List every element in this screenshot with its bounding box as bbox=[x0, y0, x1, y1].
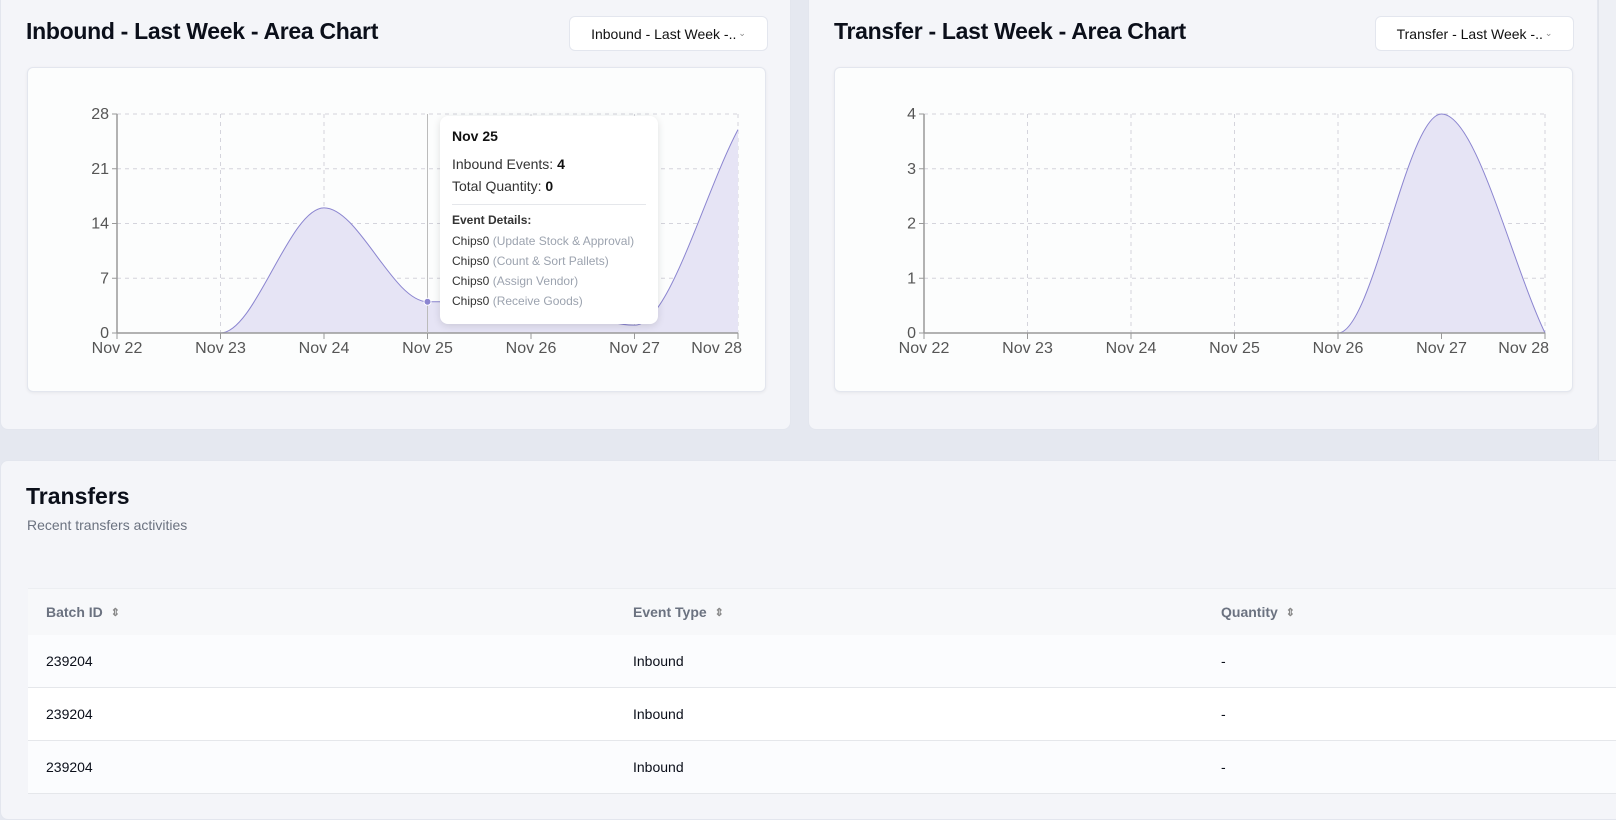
column-label: Batch ID bbox=[46, 604, 103, 620]
scrollbar[interactable] bbox=[1598, 0, 1616, 460]
x-tick-label: Nov 27 bbox=[1416, 340, 1467, 357]
tooltip-date: Nov 25 bbox=[452, 128, 498, 144]
sort-icon[interactable]: ⇕ bbox=[1285, 606, 1295, 619]
chart-tooltip: Nov 25 Inbound Events: 4 Total Quantity:… bbox=[440, 116, 658, 324]
area-fill bbox=[924, 114, 1545, 333]
detail-action: (Assign Vendor) bbox=[492, 274, 579, 288]
tooltip-divider bbox=[452, 204, 646, 205]
x-tick-label: Nov 23 bbox=[1002, 340, 1053, 357]
detail-item: Chips0 bbox=[452, 234, 490, 248]
x-tick-label: Nov 24 bbox=[1106, 340, 1157, 357]
y-tick-label: 21 bbox=[91, 161, 109, 178]
y-tick-label: 28 bbox=[91, 106, 109, 123]
tooltip-detail: Chips0 (Count & Sort Pallets) bbox=[452, 251, 646, 271]
x-tick-label: Nov 23 bbox=[195, 340, 246, 357]
y-tick-label: 14 bbox=[91, 216, 109, 233]
events-label: Inbound Events: bbox=[452, 156, 554, 172]
table-row[interactable]: 239204 Inbound - bbox=[28, 635, 1616, 688]
detail-item: Chips0 bbox=[452, 254, 490, 268]
inbound-chart-select[interactable]: Inbound - Last Week -.. ⌄ bbox=[569, 16, 768, 51]
cell-batch-id: 239204 bbox=[46, 706, 93, 722]
tooltip-detail: Chips0 (Update Stock & Approval) bbox=[452, 231, 646, 251]
tooltip-details-heading: Event Details: bbox=[452, 213, 532, 227]
x-tick-label: Nov 27 bbox=[609, 340, 660, 357]
x-tick-label: Nov 28 bbox=[1498, 340, 1549, 357]
y-tick-label: 2 bbox=[907, 216, 916, 233]
cell-batch-id: 239204 bbox=[46, 759, 93, 775]
x-tick-label: Nov 25 bbox=[402, 340, 453, 357]
chevron-down-icon: ⌄ bbox=[738, 28, 746, 38]
detail-action: (Update Stock & Approval) bbox=[492, 234, 635, 248]
transfer-chart-card: 0 1 2 3 4 Nov 22 Nov 23 Nov 24 Nov 25 Nov 26 Nov 2… bbox=[834, 67, 1573, 392]
y-tick-label: 3 bbox=[907, 161, 916, 178]
column-header-batch-id[interactable]: Batch ID ⇕ bbox=[46, 604, 120, 620]
inbound-chart-panel: Inbound - Last Week - Area Chart Inbound… bbox=[0, 0, 791, 430]
cell-event-type: Inbound bbox=[633, 759, 684, 775]
tooltip-detail: Chips0 (Assign Vendor) bbox=[452, 271, 646, 291]
table-row[interactable]: 239204 Inbound - bbox=[28, 688, 1616, 741]
tooltip-quantity: Total Quantity: 0 bbox=[452, 178, 646, 194]
quantity-label: Total Quantity: bbox=[452, 178, 542, 194]
x-tick-label: Nov 26 bbox=[506, 340, 557, 357]
inbound-chart-title: Inbound - Last Week - Area Chart bbox=[26, 18, 379, 44]
x-tick-label: Nov 26 bbox=[1313, 340, 1364, 357]
select-value: Inbound - Last Week -.. bbox=[591, 25, 737, 42]
events-value: 4 bbox=[557, 156, 565, 172]
column-header-quantity[interactable]: Quantity ⇕ bbox=[1221, 604, 1295, 620]
transfer-chart-select[interactable]: Transfer - Last Week -.. ⌄ bbox=[1375, 16, 1574, 51]
y-tick-label: 0 bbox=[907, 325, 916, 342]
detail-item: Chips0 bbox=[452, 274, 490, 288]
x-tick-label: Nov 22 bbox=[899, 340, 950, 357]
cell-batch-id: 239204 bbox=[46, 653, 93, 669]
transfer-chart-title: Transfer - Last Week - Area Chart bbox=[834, 18, 1186, 44]
y-tick-label: 7 bbox=[100, 270, 109, 287]
table-row[interactable]: 239204 Inbound - bbox=[28, 741, 1616, 794]
y-tick-label: 4 bbox=[907, 106, 916, 123]
x-tick-label: Nov 24 bbox=[299, 340, 350, 357]
y-tick-label: 1 bbox=[907, 270, 916, 287]
detail-item: Chips0 bbox=[452, 294, 490, 308]
transfers-table: Batch ID ⇕ Event Type ⇕ Quantity ⇕ 239204 I… bbox=[28, 588, 1616, 794]
select-value: Transfer - Last Week -.. bbox=[1396, 25, 1543, 42]
tooltip-events: Inbound Events: 4 bbox=[452, 156, 646, 172]
y-tick-label: 0 bbox=[100, 325, 109, 342]
cell-quantity: - bbox=[1221, 759, 1226, 775]
transfers-title: Transfers bbox=[26, 483, 130, 509]
transfer-chart-panel: Transfer - Last Week - Area Chart Transf… bbox=[808, 0, 1598, 430]
inbound-chart-card: 0 7 14 21 28 Nov 22 Nov 23 Nov 24 Nov 25 Nov 26 No… bbox=[27, 67, 766, 392]
transfer-area-chart[interactable]: 0 1 2 3 4 Nov 22 Nov 23 Nov 24 Nov 25 Nov 26 Nov 2… bbox=[835, 68, 1574, 393]
column-label: Event Type bbox=[633, 604, 707, 620]
x-tick-label: Nov 22 bbox=[92, 340, 143, 357]
area-fill bbox=[117, 129, 738, 333]
chevron-down-icon: ⌄ bbox=[1544, 28, 1553, 38]
quantity-value: 0 bbox=[545, 178, 554, 194]
sort-icon[interactable]: ⇕ bbox=[714, 606, 724, 619]
active-data-point bbox=[423, 297, 432, 306]
cell-event-type: Inbound bbox=[633, 706, 684, 722]
transfers-subtitle: Recent transfers activities bbox=[27, 517, 188, 533]
column-header-event-type[interactable]: Event Type ⇕ bbox=[633, 604, 724, 620]
tooltip-detail: Chips0 (Receive Goods) bbox=[452, 291, 646, 311]
x-tick-label: Nov 25 bbox=[1209, 340, 1260, 357]
table-body: 239204 Inbound - 239204 Inbound - 239204… bbox=[28, 635, 1616, 794]
x-tick-label: Nov 28 bbox=[691, 340, 742, 357]
table-header: Batch ID ⇕ Event Type ⇕ Quantity ⇕ bbox=[28, 588, 1616, 635]
detail-action: (Count & Sort Pallets) bbox=[492, 254, 609, 268]
detail-action: (Receive Goods) bbox=[492, 294, 583, 308]
cell-event-type: Inbound bbox=[633, 653, 684, 669]
cell-quantity: - bbox=[1221, 653, 1226, 669]
cell-quantity: - bbox=[1221, 706, 1226, 722]
sort-icon[interactable]: ⇕ bbox=[110, 606, 121, 619]
column-label: Quantity bbox=[1221, 604, 1278, 620]
transfers-panel: Transfers Recent transfers activities Ba… bbox=[0, 460, 1616, 820]
